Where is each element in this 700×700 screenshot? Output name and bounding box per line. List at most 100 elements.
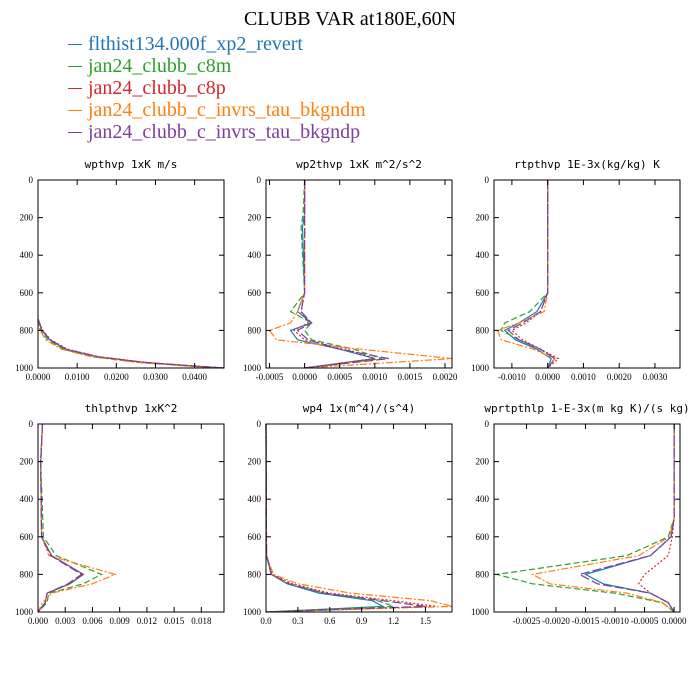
series-line: [496, 180, 556, 369]
legend-entry: flthist134.000f_xp2_revert: [68, 33, 366, 55]
x-tick-label: 0.009: [110, 616, 131, 626]
series-line: [577, 424, 675, 613]
y-tick-label: 600: [248, 532, 262, 542]
x-tick-label: 0.6: [324, 616, 336, 626]
series-line: [37, 318, 225, 369]
y-tick-label: 400: [248, 250, 262, 260]
panel-title: wp2thvp 1xK m^2/s^2: [296, 158, 422, 171]
y-tick-label: 400: [248, 494, 262, 504]
plot-frame: [493, 423, 681, 613]
y-tick-label: 200: [20, 213, 34, 223]
plot-frame: [37, 423, 225, 613]
y-tick-label: 400: [476, 494, 490, 504]
legend-entry: jan24_clubb_c_invrs_tau_bkgndp: [68, 121, 366, 143]
y-tick-label: 1000: [15, 363, 34, 373]
x-tick-label: 0.006: [82, 616, 103, 626]
x-tick-label: -0.0005: [631, 616, 659, 626]
y-tick-label: 1000: [243, 607, 262, 617]
y-tick-label: 200: [248, 213, 262, 223]
plot-frame: [265, 179, 453, 369]
y-tick-label: 800: [248, 569, 262, 579]
x-tick-label: 0.9: [356, 616, 368, 626]
x-tick-label: 0.0015: [398, 372, 423, 382]
y-tick-label: 1000: [471, 607, 490, 617]
series-line: [265, 423, 426, 613]
y-tick-label: 0: [257, 419, 262, 429]
x-tick-label: 0.0000: [292, 372, 317, 382]
series-line: [37, 423, 85, 613]
y-tick-label: 1000: [243, 363, 262, 373]
panel-title: wprtpthlp 1-E-3x(m kg K)/(s kg): [484, 402, 689, 415]
x-tick-label: 0.0200: [104, 372, 129, 382]
series-line: [265, 423, 394, 613]
y-tick-label: 800: [20, 569, 34, 579]
series-line: [37, 423, 103, 613]
y-tick-label: 0: [485, 419, 490, 429]
x-tick-label: -0.0010: [498, 372, 526, 382]
y-tick-label: 400: [20, 250, 34, 260]
series-line: [496, 424, 675, 613]
x-tick-label: 0.3: [292, 616, 304, 626]
series-line: [289, 179, 382, 369]
panel-title: thlpthvp 1xK^2: [85, 402, 178, 415]
y-tick-label: 200: [20, 457, 34, 467]
x-tick-label: 0.0100: [65, 372, 90, 382]
legend-label: flthist134.000f_xp2_revert: [88, 33, 303, 55]
x-tick-label: 0.0030: [643, 372, 668, 382]
series-line: [507, 180, 556, 369]
y-tick-label: 1000: [471, 363, 490, 373]
x-tick-label: 0.0000: [26, 372, 51, 382]
chart-title: CLUBB VAR at180E,60N: [243, 8, 457, 30]
x-tick-label: -0.0015: [572, 616, 600, 626]
panel-title: rtpthvp 1E-3x(kg/kg) K: [514, 158, 660, 171]
x-tick-label: 0.0020: [607, 372, 632, 382]
y-tick-label: 800: [248, 325, 262, 335]
x-tick-label: 0.0000: [535, 372, 560, 382]
y-tick-label: 400: [476, 250, 490, 260]
series-line: [293, 180, 375, 369]
series-line: [37, 423, 85, 613]
x-tick-label: 0.0010: [571, 372, 596, 382]
y-tick-label: 0: [257, 175, 262, 185]
x-tick-label: -0.0010: [601, 616, 629, 626]
legend-swatch: [68, 109, 82, 111]
x-tick-label: -0.0005: [256, 372, 284, 382]
y-tick-label: 0: [29, 419, 34, 429]
series-line: [265, 423, 437, 613]
x-tick-label: 0.0005: [327, 372, 352, 382]
x-tick-label: 0.0010: [362, 372, 387, 382]
legend-label: jan24_clubb_c8p: [88, 77, 226, 99]
y-tick-label: 800: [476, 325, 490, 335]
y-tick-label: 600: [20, 532, 34, 542]
y-tick-label: 0: [485, 175, 490, 185]
x-tick-label: 1.2: [388, 616, 399, 626]
y-tick-label: 800: [476, 569, 490, 579]
plot-frame: [265, 423, 453, 613]
series-line: [296, 180, 389, 369]
series-line: [637, 424, 675, 613]
series-line: [265, 423, 386, 613]
x-tick-label: 0.0400: [182, 372, 207, 382]
legend: flthist134.000f_xp2_revert jan24_clubb_c…: [68, 33, 366, 143]
x-tick-label: 0.0300: [143, 372, 168, 382]
series-line: [503, 180, 552, 369]
plot-frame: [37, 179, 225, 369]
legend-swatch: [68, 43, 82, 45]
x-tick-label: 0.003: [55, 616, 76, 626]
y-tick-label: 400: [20, 494, 34, 504]
y-tick-label: 600: [476, 532, 490, 542]
x-tick-label: -0.0025: [513, 616, 541, 626]
x-tick-label: 0.018: [191, 616, 212, 626]
x-tick-label: 0.012: [137, 616, 157, 626]
panel-title: wp4 1x(m^4)/(s^4): [303, 402, 416, 415]
series-line: [500, 180, 556, 369]
legend-label: jan24_clubb_c8m: [88, 55, 232, 77]
series-line: [265, 423, 453, 613]
series-line: [37, 423, 117, 613]
legend-swatch: [68, 87, 82, 89]
legend-entry: jan24_clubb_c8p: [68, 77, 366, 99]
x-tick-label: 0.000: [28, 616, 49, 626]
